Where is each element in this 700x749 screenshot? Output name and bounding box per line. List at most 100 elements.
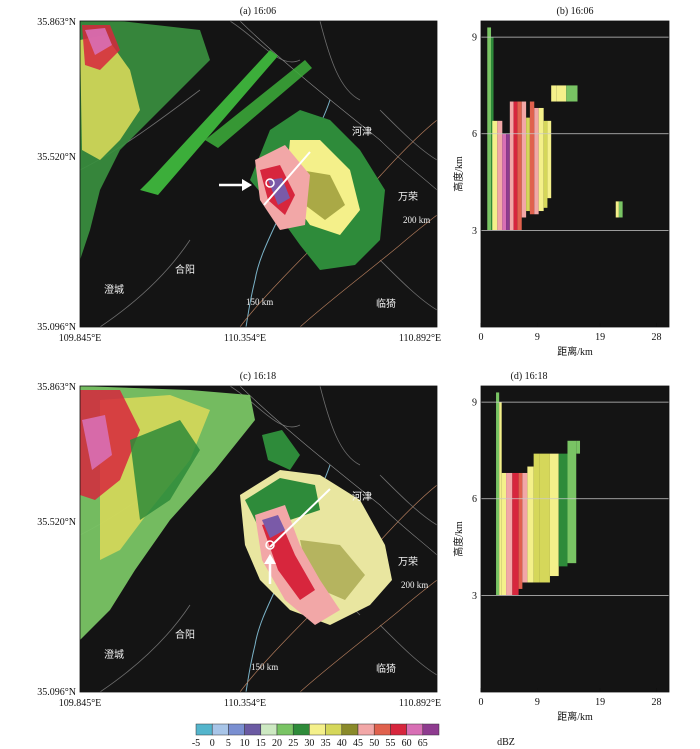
panel-c-frame (79, 385, 438, 693)
colorbar-swatch (211, 723, 229, 736)
colorbar-tick-label: 10 (240, 738, 250, 749)
panel-b-y-tick-label: 3 (472, 226, 477, 237)
panel-b-title: (b) 16:06 (557, 6, 594, 17)
panel-b-ticks: 3 6 9 0 9 19 28 (472, 33, 661, 343)
panel-d-frame (480, 385, 670, 693)
colorbar-swatch (390, 723, 407, 736)
panel-c-place-linyi: 临猗 (376, 662, 396, 675)
panel-d-gridlines (481, 401, 669, 596)
panel-d-x-tick-label: 28 (651, 697, 661, 708)
panel-b: (b) 16:06 3 6 9 0 9 19 28 距离/km 高度/km (452, 6, 670, 358)
colorbar-tick-label: 25 (288, 738, 298, 749)
panel-d-echo-cell (549, 453, 559, 577)
panel-c-echo-cell-purple (262, 515, 285, 538)
panel-a-lon-tick-1: 110.354°E (224, 333, 266, 344)
panel-d-title: (d) 16:18 (511, 371, 548, 382)
panel-d-echo-cell (539, 453, 550, 583)
panel-b-echo-cell (534, 107, 539, 215)
panel-b-echo-cell (517, 101, 522, 231)
panel-d-x-tick-label: 19 (595, 697, 605, 708)
panel-a-place-wanrong: 万荣 (398, 191, 418, 203)
colorbar-swatch (276, 723, 294, 736)
panel-d-echo-cell (501, 472, 507, 596)
panel-b-y-tick-label: 6 (472, 129, 477, 140)
colorbar-swatch (260, 723, 278, 736)
panel-b-echo-cell (487, 27, 492, 231)
panel-b-x-tick-label: 28 (651, 332, 661, 343)
panel-d-echo-cell (496, 392, 500, 596)
panel-c-place-heyang: 合阳 (175, 628, 195, 641)
colorbar-swatch (244, 723, 262, 736)
panel-d-y-tick-label: 6 (472, 494, 477, 505)
panel-a-origin-marker (265, 178, 275, 188)
colorbar-unit: dBZ (497, 737, 515, 748)
panel-a-lon-tick-2: 110.892°E (399, 333, 441, 344)
panel-c-range-label-200: 200 km (401, 580, 428, 590)
panel-a-place-linyi: 临猗 (376, 297, 396, 310)
panel-c-lat-tick-0: 35.863°N (37, 382, 76, 393)
panel-c-range-ring-200 (299, 579, 437, 692)
panel-b-x-tick-label: 0 (479, 332, 484, 343)
panel-b-echo-cell (538, 107, 544, 212)
panel-b-y-tick-label: 9 (472, 33, 477, 44)
panel-b-echo-cell (492, 120, 498, 231)
panel-a-echo-west-pink (85, 28, 112, 55)
panel-b-echo-cell (615, 201, 619, 218)
panel-a-range-label-150: 150 km (246, 297, 273, 307)
panel-c-origin-marker (265, 540, 275, 550)
colorbar-tick-label: -5 (192, 738, 200, 749)
colorbar-swatch (357, 723, 375, 736)
colorbar-swatch (422, 723, 440, 736)
colorbar-swatch (406, 723, 424, 736)
colorbar-tick-label: 50 (369, 738, 379, 749)
colorbar-swatch (325, 723, 343, 736)
panel-b-echo-cell (618, 201, 623, 218)
panel-d-x-tick-label: 9 (535, 697, 540, 708)
colorbar-swatch (228, 723, 245, 736)
panel-b-ylabel: 高度/km (452, 156, 465, 192)
panel-b-echo-cell (543, 120, 548, 208)
panel-a-echo-cell-olive (300, 170, 345, 220)
colorbar-tick-label: 5 (226, 738, 231, 749)
panel-c-place-wanrong: 万荣 (398, 556, 418, 568)
panel-c: (c) 16:18 河津 万荣 合阳 澄城 (37, 371, 441, 709)
panel-c-echo-west-pink (82, 415, 112, 470)
panel-d-x-tick-label: 0 (479, 697, 484, 708)
panel-c-arrow-head (264, 554, 276, 564)
colorbar: -5 0 5 10 15 20 25 30 35 40 45 50 55 60 65 (192, 723, 440, 749)
panel-a-arrow-head (242, 179, 252, 191)
panel-c-echo-small-cell (262, 430, 300, 470)
colorbar-tick-label: 60 (402, 738, 412, 749)
panel-c-lat-tick-1: 35.520°N (37, 517, 76, 528)
panel-d-echo-cell (576, 440, 581, 454)
panel-a-title: (a) 16:06 (240, 6, 276, 17)
panel-c-echo-west-green (130, 420, 200, 520)
panel-d-echo-cell (533, 453, 540, 583)
panel-d-echo-cell (527, 466, 534, 583)
panel-c-range-label-150: 150 km (251, 662, 278, 672)
panel-c-lat-tick-2: 35.096°N (37, 687, 76, 698)
panel-b-echo-cell (497, 120, 503, 231)
colorbar-tick-label: 55 (385, 738, 395, 749)
panel-b-x-tick-label: 19 (595, 332, 605, 343)
panel-d-echo-cell (567, 440, 577, 564)
panel-b-echo-cell (526, 117, 530, 212)
panel-c-place-hejin: 河津 (352, 491, 372, 503)
panel-a-echo-diagonal-strip (140, 50, 278, 195)
panel-d: (d) 16:18 3 6 9 0 9 19 28 距离/km 高度/km (452, 371, 670, 723)
panel-a-range-ring-outer (239, 21, 437, 191)
colorbar-tick-label: 20 (272, 738, 282, 749)
panel-d-echo-cell (518, 472, 523, 589)
panel-a-lat-tick-2: 35.096°N (37, 322, 76, 333)
panel-b-echo-cell (529, 101, 535, 215)
panel-a-lon-tick-0: 109.845°E (59, 333, 102, 344)
colorbar-tick-label: 35 (321, 738, 331, 749)
panel-b-echo-cell (566, 85, 578, 102)
panel-b-echo-cell (547, 120, 552, 199)
panel-a-place-chengcheng: 澄城 (104, 283, 124, 296)
colorbar-tick-label: 40 (337, 738, 347, 749)
panel-c-place-chengcheng: 澄城 (104, 648, 124, 661)
panel-a-echo-diagonal-strip-2 (205, 60, 312, 148)
panel-b-echo-cell (513, 101, 518, 231)
